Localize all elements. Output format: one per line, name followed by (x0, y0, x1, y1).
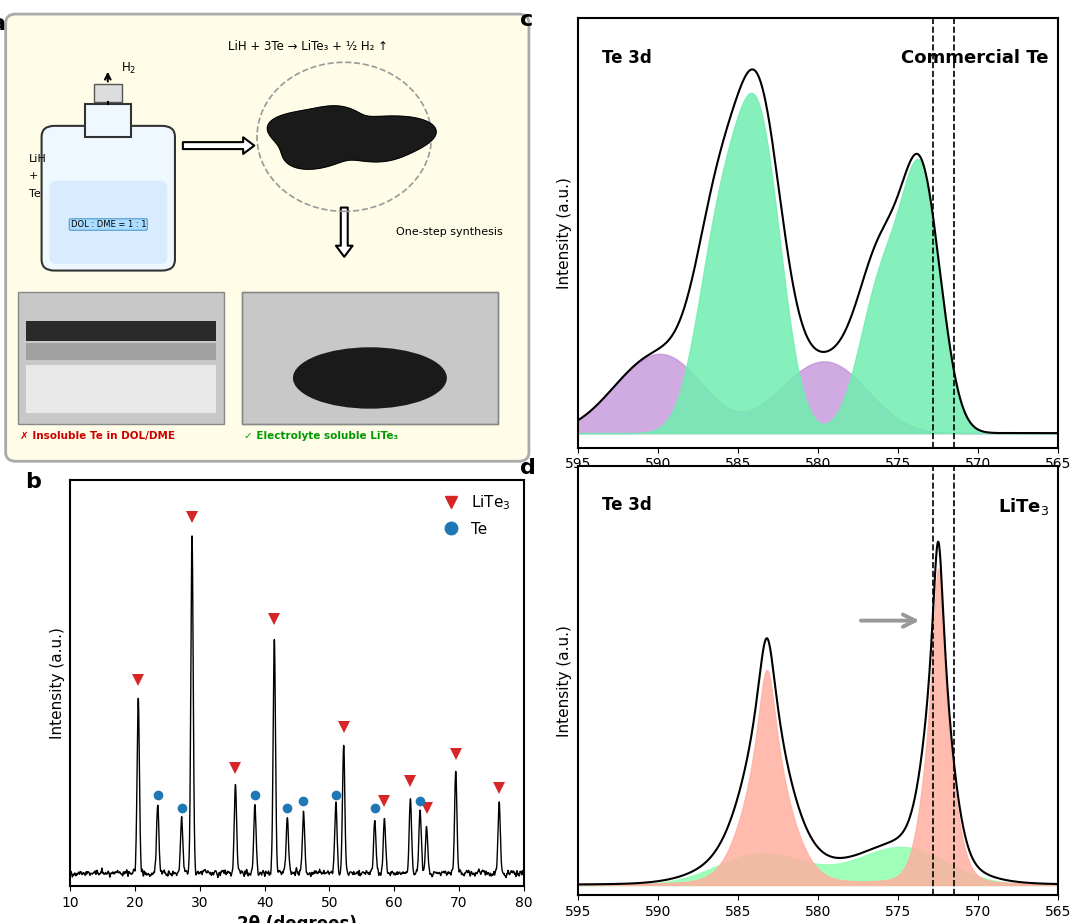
Text: a: a (0, 14, 5, 34)
Text: LiH + 3Te → LiTe₃ + ½ H₂ ↑: LiH + 3Te → LiTe₃ + ½ H₂ ↑ (228, 41, 389, 54)
Text: LiTe$_3$: LiTe$_3$ (998, 497, 1049, 517)
Text: Te 3d: Te 3d (602, 497, 651, 514)
Bar (26, 365, 216, 414)
Text: Te: Te (29, 189, 41, 198)
Ellipse shape (293, 347, 447, 409)
Bar (26, 343, 216, 361)
Legend: LiTe$_3$, Te: LiTe$_3$, Te (430, 487, 516, 543)
FancyBboxPatch shape (50, 181, 167, 264)
FancyBboxPatch shape (41, 126, 175, 270)
Bar (242, 293, 498, 424)
Text: LiH: LiH (29, 154, 46, 163)
Text: b: b (25, 472, 41, 492)
FancyArrowPatch shape (336, 208, 352, 257)
Text: d: d (521, 458, 536, 477)
FancyArrowPatch shape (183, 138, 254, 154)
Y-axis label: Intensity (a.u.): Intensity (a.u.) (557, 625, 572, 737)
Y-axis label: Intensity (a.u.): Intensity (a.u.) (557, 177, 572, 289)
Text: ✗ Insoluble Te in DOL/DME: ✗ Insoluble Te in DOL/DME (21, 431, 175, 441)
Text: DOL : DME = 1 : 1: DOL : DME = 1 : 1 (70, 220, 146, 229)
Text: Commercial Te: Commercial Te (902, 49, 1049, 66)
Text: H$_2$: H$_2$ (121, 61, 136, 77)
Polygon shape (268, 106, 436, 169)
Bar (18, 293, 224, 424)
Text: Te 3d: Te 3d (602, 49, 651, 66)
Y-axis label: Intensity (a.u.): Intensity (a.u.) (50, 627, 65, 739)
Bar (26, 321, 216, 341)
Bar (94, 84, 122, 102)
Text: One-step synthesis: One-step synthesis (395, 227, 502, 237)
Text: ✓ Electrolyte soluble LiTe₃: ✓ Electrolyte soluble LiTe₃ (244, 431, 399, 441)
Bar (85, 104, 132, 137)
Text: c: c (521, 10, 534, 30)
X-axis label: 2θ (degrees): 2θ (degrees) (238, 916, 356, 923)
Text: +: + (29, 172, 38, 181)
FancyBboxPatch shape (5, 14, 529, 462)
Bar (242, 293, 498, 424)
X-axis label: Binding Energy (eV): Binding Energy (eV) (732, 477, 904, 492)
